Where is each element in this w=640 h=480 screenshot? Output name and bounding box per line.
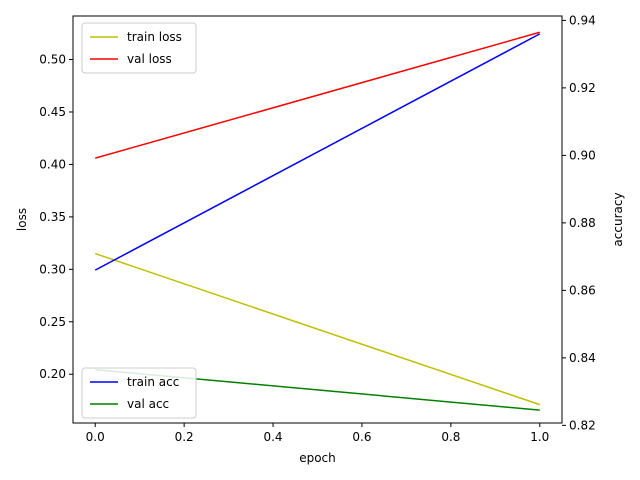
legend-label-train-acc: train acc: [127, 375, 179, 389]
x-tick-label: 1.0: [530, 430, 549, 444]
legend-box-loss: [81, 22, 197, 74]
left-y-tick-label: 0.45: [39, 105, 66, 119]
left-y-tick-label: 0.40: [39, 157, 66, 171]
right-y-tick-label: 0.86: [569, 283, 596, 297]
right-y-tick-label: 0.90: [569, 148, 596, 162]
left-y-tick-label: 0.50: [39, 53, 66, 67]
right-y-tick-label: 0.84: [569, 351, 596, 365]
x-axis-label: epoch: [299, 451, 336, 465]
legend-label-train-loss: train loss: [127, 30, 182, 44]
legend-label-val-acc: val acc: [127, 397, 169, 411]
series-line-train-acc: [94, 33, 541, 271]
x-tick-label: 0.4: [263, 430, 282, 444]
x-tick-label: 0.6: [352, 430, 371, 444]
right-y-tick-label: 0.94: [569, 13, 596, 27]
right-y-axis-label: accuracy: [611, 192, 625, 246]
right-y-tick-label: 0.92: [569, 81, 596, 95]
plot-frame: [72, 15, 563, 424]
left-y-tick-label: 0.35: [39, 210, 66, 224]
left-y-tick-label: 0.25: [39, 315, 66, 329]
legend-label-val-loss: val loss: [127, 52, 172, 66]
left-y-tick-label: 0.20: [39, 367, 66, 381]
right-y-tick-label: 0.82: [569, 418, 596, 432]
legend-box-acc: [81, 367, 197, 419]
ticks-layer: 0.0 0.2 0.4 0.6 0.8 1.0 0.20 0.25 0.30 0.35 0.40 0.…: [39, 13, 595, 444]
right-y-tick-label: 0.88: [569, 216, 596, 230]
left-y-axis-label: loss: [15, 208, 29, 231]
legend-layer: train loss val loss train acc val acc: [81, 22, 197, 419]
x-tick-label: 0.2: [175, 430, 194, 444]
series-line-train-loss: [94, 252, 541, 406]
left-y-tick-label: 0.30: [39, 262, 66, 276]
x-tick-label: 0.0: [86, 430, 105, 444]
x-tick-label: 0.8: [441, 430, 460, 444]
series-line-val-loss: [95, 31, 540, 159]
